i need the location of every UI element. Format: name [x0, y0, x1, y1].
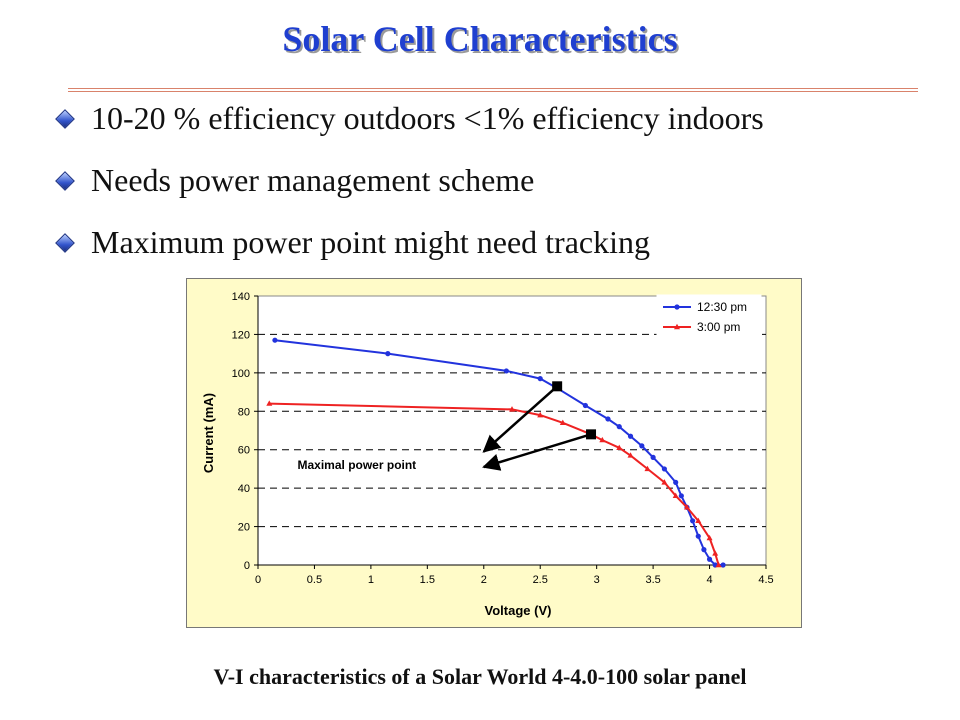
data-point: [537, 376, 543, 382]
data-point: [627, 433, 634, 439]
y-tick-label: 40: [238, 483, 250, 495]
series-line-2: [269, 402, 720, 566]
y-tick-label: 60: [238, 445, 250, 457]
annotation-arrow: [482, 385, 558, 453]
bullet-text: Maximum power point might need tracking: [91, 224, 650, 260]
legend-box: [656, 294, 762, 340]
diamond-bullet-icon: [55, 109, 75, 129]
data-point: [712, 550, 719, 556]
x-tick-label: 3: [594, 574, 600, 586]
x-tick-label: 3.5: [645, 574, 660, 586]
annotation-arrow: [482, 433, 592, 471]
data-point: [605, 416, 611, 422]
data-point: [720, 562, 726, 568]
data-point: [661, 466, 667, 472]
diamond-bullet-icon: [55, 171, 75, 191]
data-point: [706, 534, 713, 541]
data-point: [509, 406, 515, 412]
chart-frame: 0 20 40 60 80 100 120 140 0 0.5 1 1.5 2 2.5 3 3.5 4 4.5 M…: [186, 278, 802, 628]
chart-caption: V-I characteristics of a Solar World 4-4…: [213, 664, 747, 689]
data-point: [695, 533, 701, 539]
bullet-text: Needs power management scheme: [91, 162, 535, 198]
y-axis-label: Current (mA): [201, 393, 216, 473]
y-tick-label: 0: [244, 560, 250, 572]
data-point: [650, 454, 656, 460]
data-point: [639, 443, 645, 449]
data-point: [559, 419, 566, 426]
diamond-bullet-icon: [55, 233, 75, 253]
x-axis-label: Voltage (V): [485, 603, 552, 618]
data-point: [706, 556, 713, 562]
annotation-label: Maximal power point: [298, 458, 417, 472]
y-tick-label: 100: [232, 368, 250, 380]
y-tick-label: 120: [232, 329, 250, 341]
data-point: [690, 518, 696, 524]
legend-label: 3:00 pm: [697, 320, 740, 334]
data-point: [266, 400, 273, 406]
title-divider-line: [68, 88, 918, 89]
data-point: [683, 504, 690, 510]
legend-marker: [674, 304, 680, 310]
data-point: [678, 493, 684, 499]
x-tick-label: 2: [481, 574, 487, 586]
vi-chart: 0 20 40 60 80 100 120 140 0 0.5 1 1.5 2 2.5 3 3.5 4 4.5 M…: [201, 291, 774, 618]
data-point: [272, 337, 278, 343]
legend-label: 12:30 pm: [697, 300, 747, 314]
data-point: [672, 492, 679, 499]
data-point: [627, 452, 634, 458]
data-point: [616, 444, 623, 450]
data-point: [644, 465, 651, 472]
data-point: [701, 547, 707, 553]
max-power-marker: [586, 429, 597, 440]
x-tick-label: 2.5: [533, 574, 548, 586]
slide-title: Solar Cell Characteristics: [282, 19, 678, 59]
y-tick-label: 80: [238, 406, 250, 418]
y-tick-label: 20: [238, 522, 250, 534]
data-point: [503, 368, 509, 374]
title-divider-line-2: [68, 91, 918, 92]
data-point: [695, 517, 702, 524]
y-tick-label: 140: [232, 291, 250, 303]
x-tick-label: 4: [706, 574, 712, 586]
data-point: [661, 479, 668, 485]
plot-area: [257, 295, 767, 566]
x-tick-label: 0: [255, 574, 261, 586]
x-tick-label: 0.5: [307, 574, 322, 586]
bullet-text: 10-20 % efficiency outdoors <1% efficien…: [91, 100, 764, 136]
x-tick-label: 1.5: [420, 574, 435, 586]
data-point: [715, 561, 722, 568]
data-point: [673, 479, 679, 485]
max-power-marker: [552, 381, 563, 392]
data-point: [537, 411, 544, 418]
x-tick-label: 4.5: [758, 574, 773, 586]
legend-marker: [674, 323, 680, 330]
data-point: [599, 436, 606, 443]
data-point: [582, 402, 588, 409]
x-tick-label: 1: [368, 574, 374, 586]
data-point: [616, 424, 622, 430]
data-point: [385, 351, 391, 357]
